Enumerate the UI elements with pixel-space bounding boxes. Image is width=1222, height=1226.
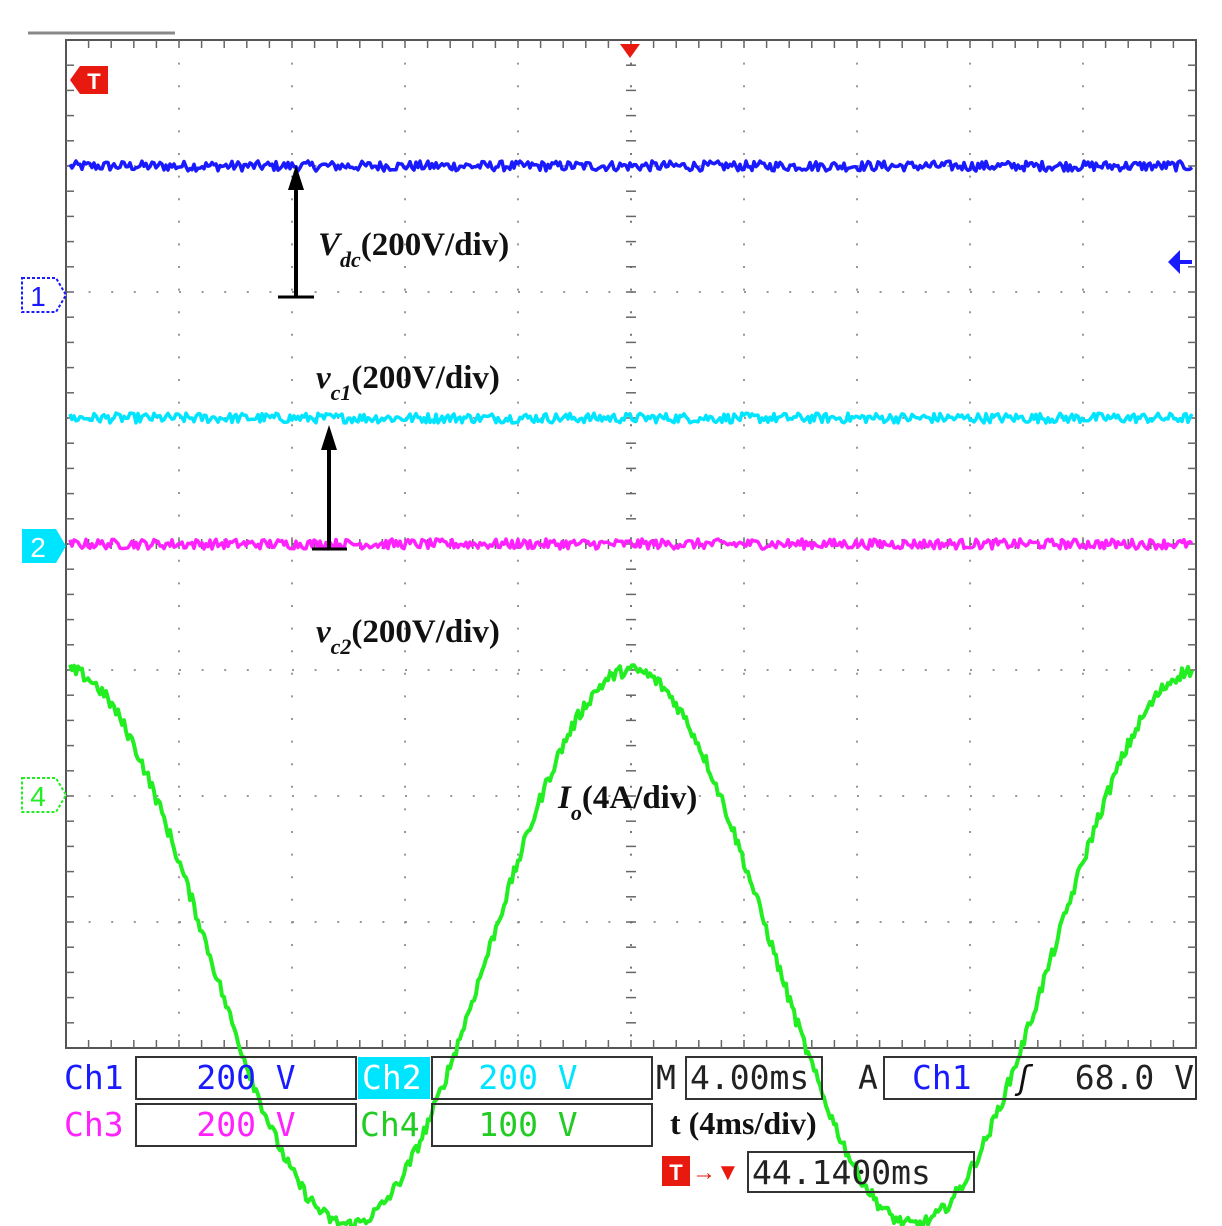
time-axis-label: t (4ms/div) — [670, 1105, 817, 1141]
acq-box — [883, 1056, 1197, 1100]
timebase-box — [685, 1056, 823, 1100]
ch1-scale: 200 V — [196, 1058, 295, 1097]
vc1-arrow — [312, 425, 347, 551]
svg-text:4: 4 — [30, 781, 46, 812]
acq-slope-icon: ʃ — [1014, 1058, 1034, 1097]
ch2-value-box — [431, 1056, 653, 1100]
ch2-name-highlight — [358, 1057, 430, 1099]
ch4-value-box — [431, 1103, 653, 1147]
svg-text:T: T — [87, 69, 101, 94]
readout-panel: Ch1 200 V Ch2 200 V M 4.00ms A Ch1 ʃ 68.… — [64, 1056, 1197, 1147]
ch4-name: Ch4 — [360, 1105, 420, 1144]
trigger-position-box — [747, 1151, 975, 1193]
timebase-value: 4.00ms — [690, 1058, 809, 1097]
trace-vc2 — [68, 537, 1194, 551]
ch4-ground-marker: 4 — [21, 777, 68, 813]
timebase-prefix: M — [656, 1058, 676, 1097]
vc2-label: vc2(200V/div) — [316, 614, 500, 659]
vdc-label: Vdc(200V/div) — [318, 227, 509, 272]
svg-text:T: T — [669, 1160, 683, 1185]
ch3-value-box — [135, 1103, 357, 1147]
svg-text:2: 2 — [30, 532, 46, 563]
svg-text:1: 1 — [30, 281, 46, 312]
vdc-arrow — [278, 165, 314, 299]
ch1-name: Ch1 — [64, 1058, 124, 1097]
ch3-scale: 200 V — [196, 1105, 295, 1144]
trigger-indicator-icon: T — [70, 66, 108, 94]
traces — [68, 159, 1194, 1226]
ch4-scale: 100 V — [478, 1105, 577, 1144]
trace-vc1 — [68, 411, 1194, 425]
trigger-position-marker — [620, 44, 640, 58]
ch2-name: Ch2 — [362, 1058, 422, 1097]
trigger-position-value: 44.1400ms — [752, 1153, 931, 1192]
vc1-label: vc1(200V/div) — [316, 360, 500, 405]
ch2-scale: 200 V — [478, 1058, 577, 1097]
ch1-ground-marker: 1 — [21, 277, 68, 313]
ch3-name: Ch3 — [64, 1105, 124, 1144]
trigger-t-icon — [662, 1156, 690, 1186]
ch2-ground-marker: 2 — [22, 529, 66, 563]
ch1-value-box — [135, 1056, 357, 1100]
acq-prefix: A — [858, 1058, 878, 1097]
trigger-level-arrow-icon — [1168, 250, 1192, 274]
trace-io — [68, 663, 1194, 1226]
io-label: Io(4A/div) — [557, 780, 697, 825]
trigger-arrow-icon: →▼ — [692, 1159, 740, 1186]
acq-level: 68.0 V — [1075, 1058, 1194, 1097]
trigger-position-readout: T →▼ 44.1400ms — [662, 1151, 975, 1193]
acq-channel: Ch1 — [912, 1058, 972, 1097]
trace-vdc — [68, 159, 1194, 173]
